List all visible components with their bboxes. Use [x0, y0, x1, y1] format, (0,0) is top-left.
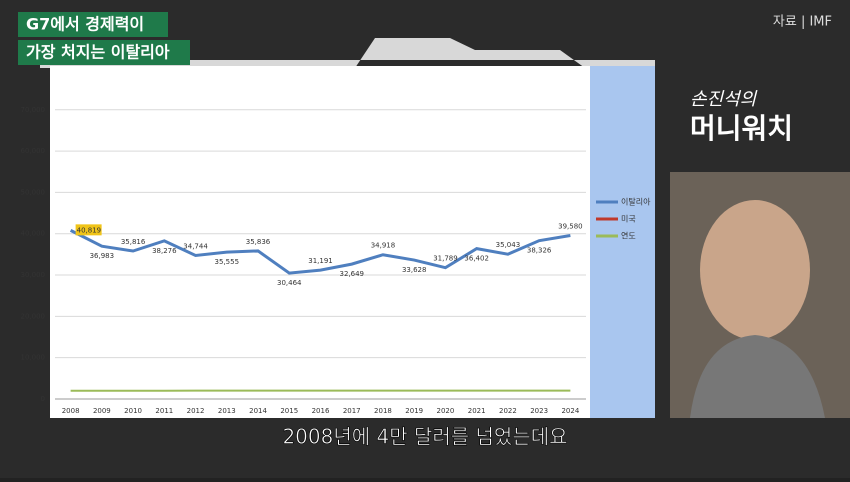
x-tick-label: 2019	[405, 407, 423, 415]
legend-panel	[590, 66, 655, 418]
caption: 2008년에 4만 달러를 넘었는데요	[282, 425, 567, 449]
x-tick-label: 2011	[155, 407, 173, 415]
data-label: 30,464	[277, 279, 302, 287]
x-tick-label: 2021	[468, 407, 486, 415]
x-tick-label: 2012	[187, 407, 205, 415]
source: 자료 | IMF	[773, 15, 832, 30]
data-label: 35,836	[246, 238, 271, 246]
data-label: 34,744	[183, 242, 208, 250]
headline: 가장 처지는 이탈리아	[26, 43, 170, 62]
y-tick-label: 50,000	[21, 188, 46, 196]
data-label: 32,649	[339, 270, 364, 278]
data-label: 31,789	[433, 255, 458, 263]
y-tick-label: 30,000	[21, 271, 46, 279]
y-tick-label: 70,000	[21, 106, 46, 114]
presenter-face	[700, 200, 810, 340]
data-label: 39,580	[558, 222, 583, 230]
y-tick-label: 60,000	[21, 147, 46, 155]
data-label: 38,276	[152, 247, 177, 255]
logo: 손진석의	[690, 89, 758, 110]
y-tick-label: 0	[41, 395, 45, 403]
x-tick-label: 2017	[343, 407, 361, 415]
y-tick-label: 20,000	[21, 312, 46, 320]
data-label: 36,983	[90, 252, 115, 260]
data-label: 35,816	[121, 238, 146, 246]
data-label: 36,402	[464, 255, 489, 263]
y-tick-label: 10,000	[21, 354, 46, 362]
x-tick-label: 2018	[374, 407, 392, 415]
legend-label: 이탈리아	[621, 197, 651, 207]
x-tick-label: 2013	[218, 407, 236, 415]
x-tick-label: 2015	[280, 407, 298, 415]
legend-label: 미국	[621, 215, 636, 224]
legend-label: 연도	[621, 232, 636, 241]
data-label: 40,819	[77, 226, 102, 234]
x-tick-label: 2023	[530, 407, 548, 415]
data-label: 38,326	[527, 247, 552, 255]
x-tick-label: 2020	[437, 407, 455, 415]
data-label: 35,555	[215, 258, 240, 266]
x-tick-label: 2022	[499, 407, 517, 415]
x-tick-label: 2010	[124, 407, 142, 415]
data-label: 35,043	[496, 241, 521, 249]
x-tick-label: 2024	[561, 407, 579, 415]
headline: G7에서 경제력이	[26, 15, 144, 34]
x-tick-label: 2009	[93, 407, 111, 415]
logo: 머니워치	[690, 112, 793, 145]
x-tick-label: 2008	[62, 407, 80, 415]
x-tick-label: 2016	[312, 407, 330, 415]
x-tick-label: 2014	[249, 407, 267, 415]
data-label: 31,191	[308, 257, 333, 265]
data-label: 33,628	[402, 266, 427, 274]
y-tick-label: 40,000	[21, 230, 46, 238]
data-label: 34,918	[371, 242, 396, 250]
